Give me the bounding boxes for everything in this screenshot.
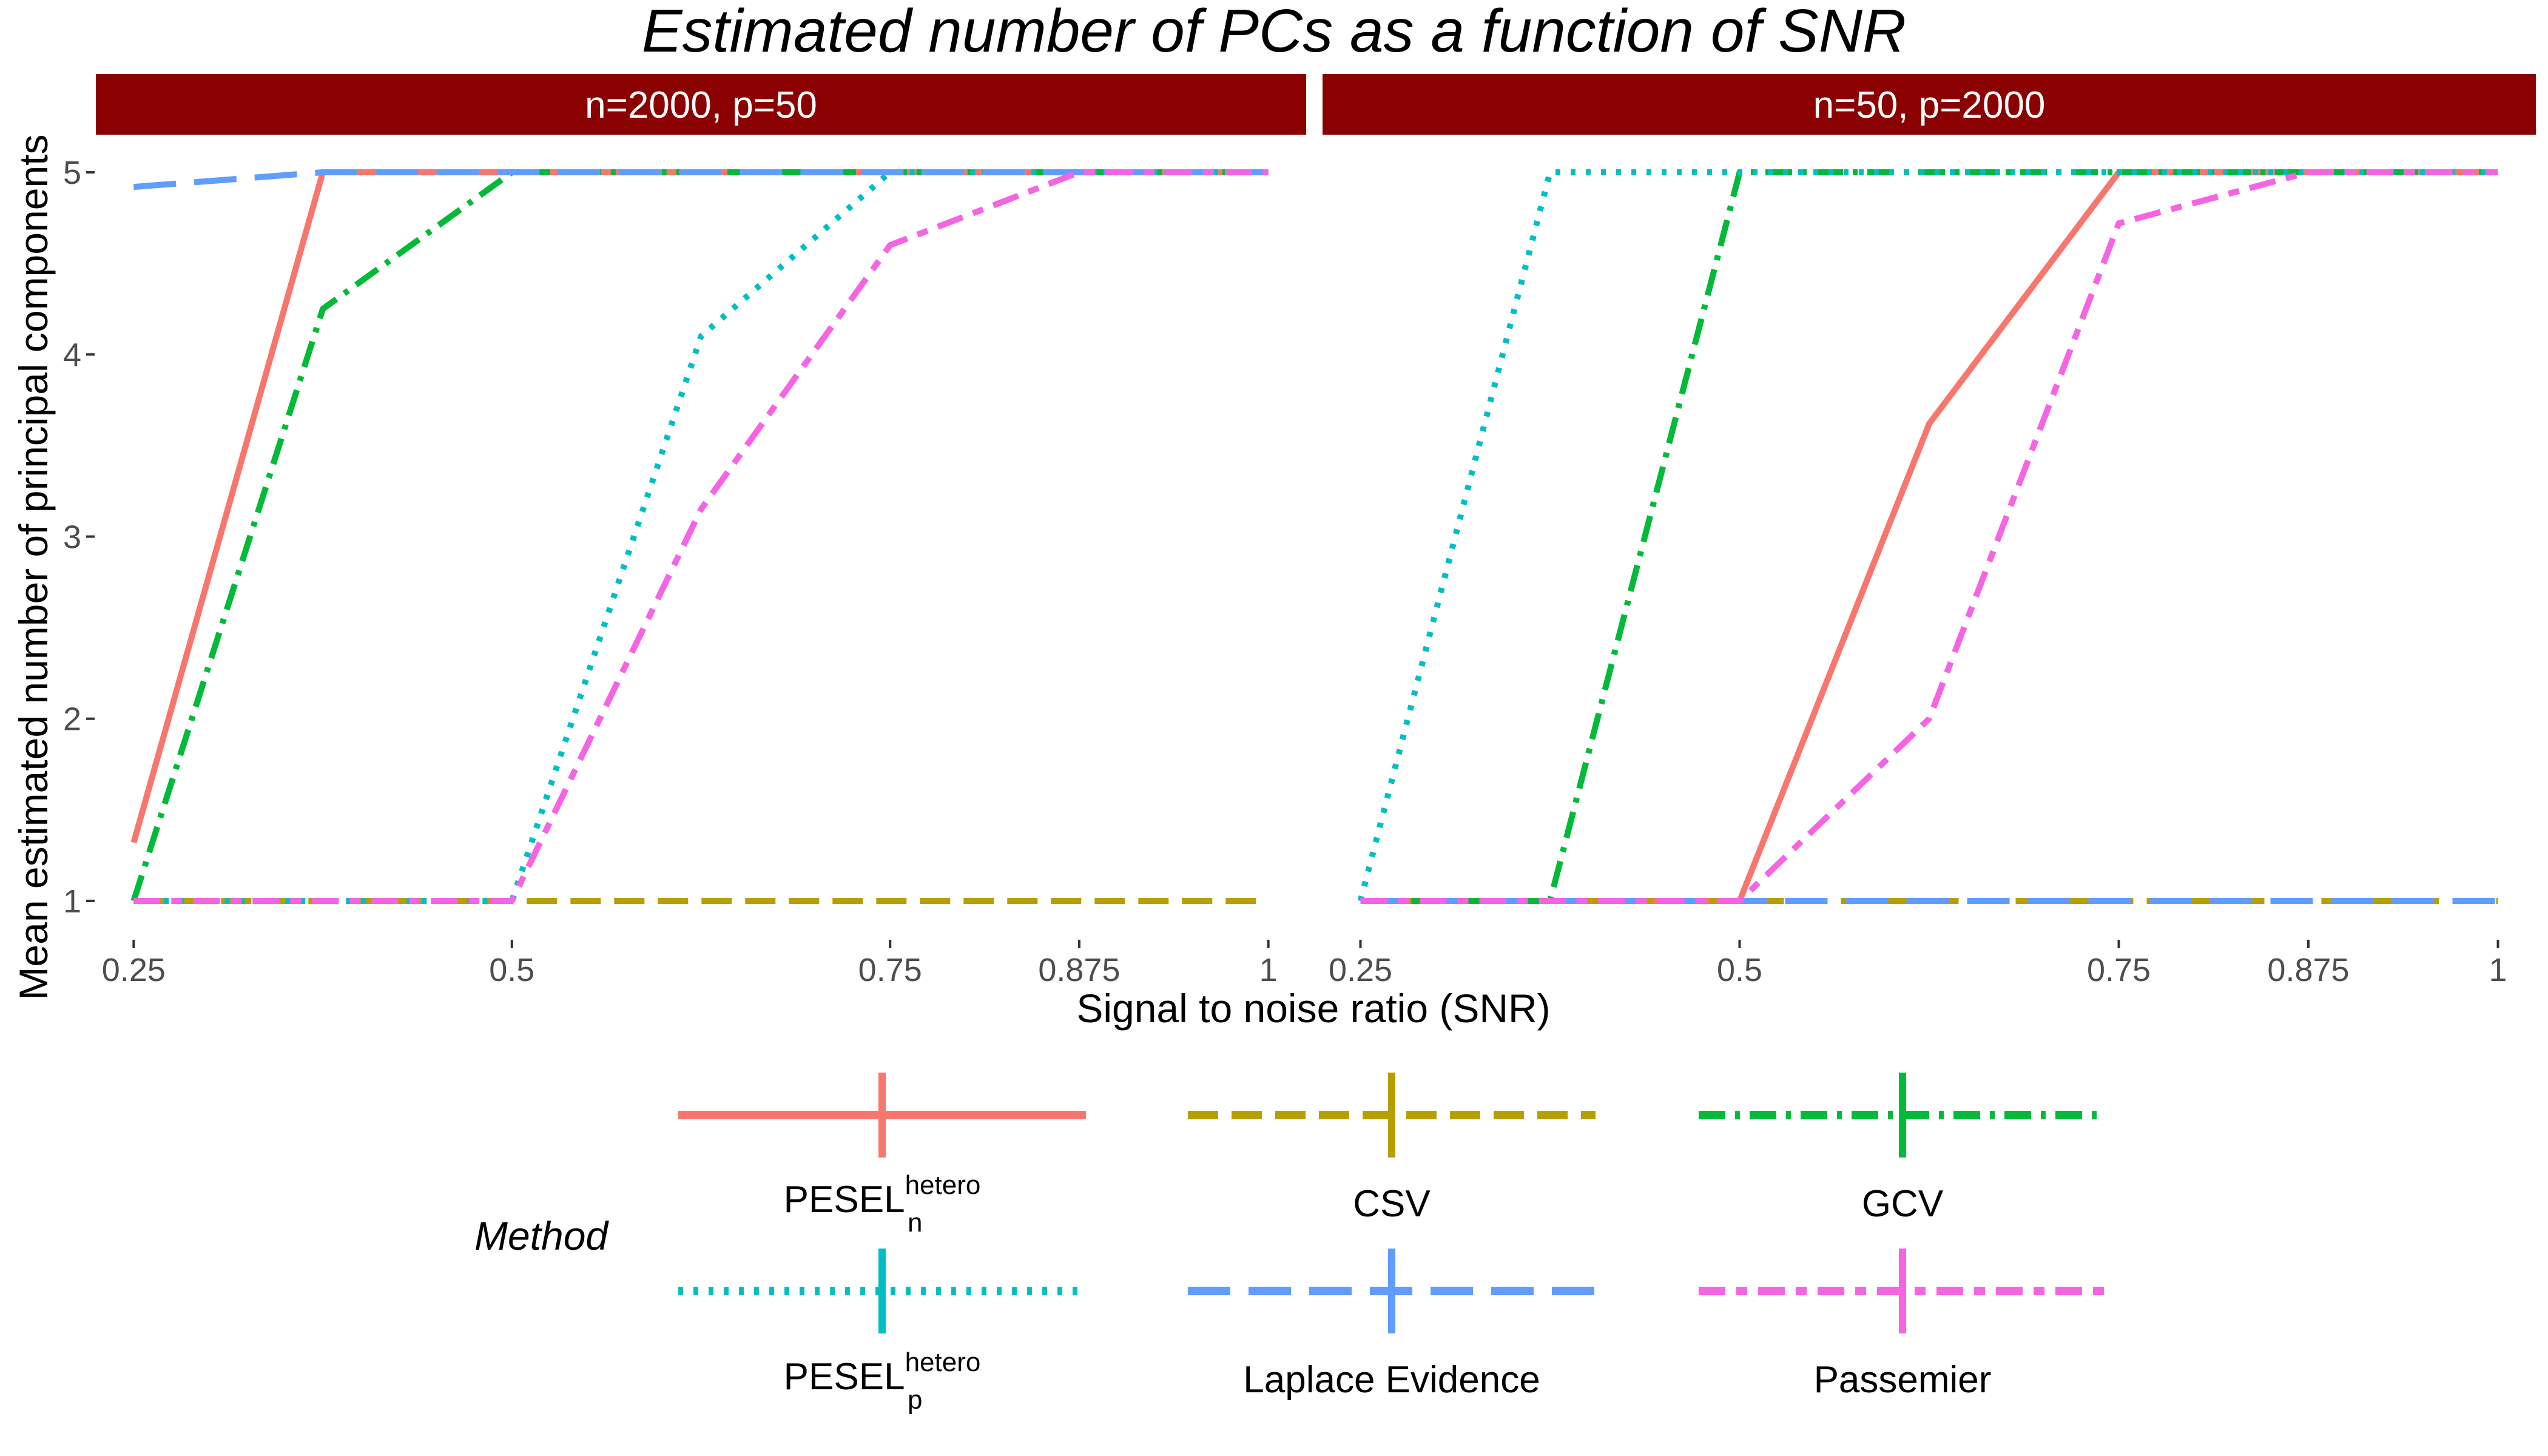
x-tick-label: 0.75 [2087,952,2151,988]
legend-entry-csv: CSV [1188,1073,1596,1225]
panel-strip-left: n=2000, p=50 [96,74,1306,135]
chart-title: Estimated number of PCs as a function of… [642,0,1906,65]
legend-label-laplace: Laplace Evidence [1243,1359,1540,1401]
series-line-passemier [1360,169,2498,904]
legend-label-sub: p [908,1385,922,1415]
strip-label: n=2000, p=50 [585,84,817,126]
y-axis: 1 2 3 4 5 [63,155,95,920]
legend-entry-laplace: Laplace Evidence [1188,1249,1596,1401]
series-line-passemier [133,169,1269,904]
legend-label-passemier: Passemier [1814,1359,1992,1401]
legend-label-gcv: GCV [1862,1183,1944,1225]
x-axis-left: 0.25 0.5 0.75 0.875 1 [102,940,1278,988]
legend-label-base: PESEL [784,1356,905,1398]
y-tick-label: 1 [63,883,81,920]
x-tick-label: 0.875 [1038,952,1120,988]
x-tick-label: 0.75 [858,952,922,988]
y-axis-title: Mean estimated number of principal compo… [11,134,56,1000]
legend-label-csv: CSV [1353,1183,1431,1225]
panel-plot-right [1357,169,2498,904]
x-tick-label: 0.5 [1717,952,1762,988]
legend-entry-gcv: GCV [1699,1073,2106,1225]
legend-entry-pesel-n: PESELhetero n [678,1073,1086,1238]
strip-background [1323,74,2536,135]
legend-entry-pesel-p: PESELhetero p [678,1249,1086,1415]
panel-plot-left [130,169,1269,904]
x-tick-label: 1 [2489,952,2507,988]
x-tick-label: 1 [1259,952,1278,988]
x-tick-label: 0.25 [102,952,166,988]
legend-label-sup: hetero [905,1170,981,1200]
series-line-laplace [133,169,1269,190]
legend-label-base: PESEL [784,1179,905,1221]
x-axis-title: Signal to noise ratio (SNR) [1076,986,1550,1031]
legend-title: Method [474,1213,609,1258]
legend-label-pesel-n: PESELhetero [784,1170,981,1221]
legend: Method PESELhetero n CSV GCV PESELhetero [474,1073,2106,1415]
legend-label-sub: n [908,1208,922,1238]
legend-label-sup: hetero [905,1347,981,1377]
x-axis-right: 0.25 0.5 0.75 0.875 1 [1329,940,2507,988]
y-tick-label: 5 [63,155,81,191]
strip-label: n=50, p=2000 [1813,84,2046,126]
panel-strip-right: n=50, p=2000 [1323,74,2536,135]
y-tick-label: 2 [63,701,81,738]
x-tick-label: 0.5 [489,952,534,988]
x-tick-label: 0.875 [2267,952,2349,988]
y-tick-label: 4 [63,337,81,373]
strip-background [96,74,1306,135]
legend-entry-passemier: Passemier [1699,1249,2106,1401]
legend-label-pesel-p: PESELhetero [784,1347,981,1398]
y-tick-label: 3 [63,519,81,556]
x-tick-label: 0.25 [1329,952,1392,988]
